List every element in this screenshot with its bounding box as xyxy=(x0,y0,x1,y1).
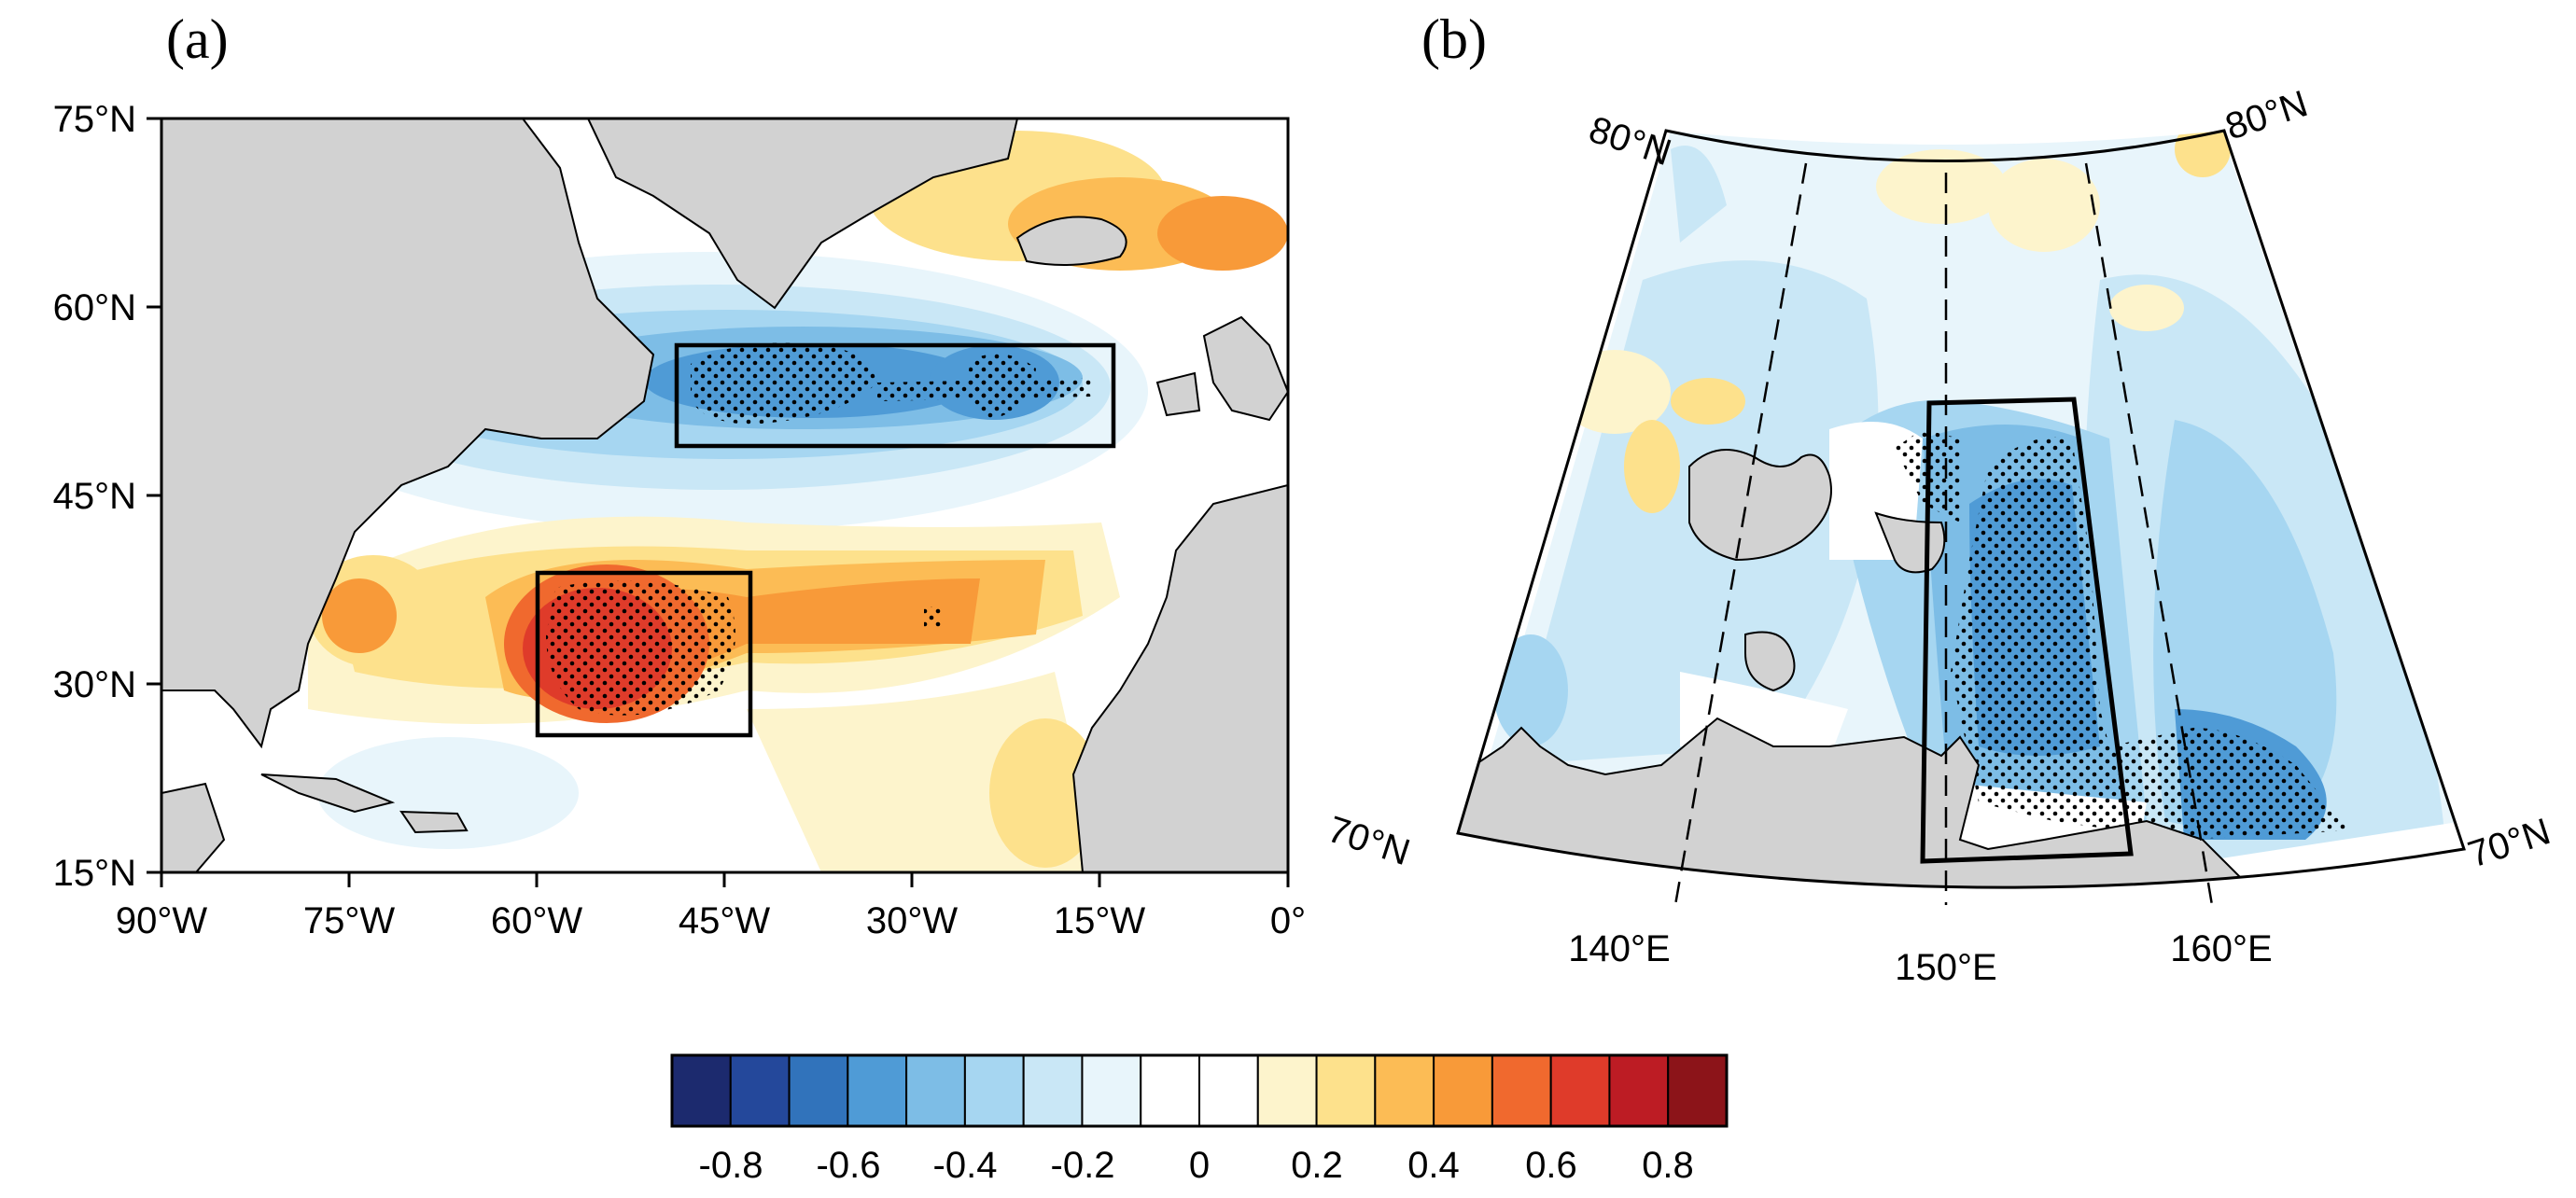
land-masses xyxy=(161,118,1288,872)
panel-b-region-box xyxy=(1920,397,2134,864)
panel-a-lat-labels: 75°N 60°N 45°N 30°N 15°N xyxy=(53,99,136,894)
lat-label: 30°N xyxy=(53,664,136,705)
iceland-land xyxy=(1015,216,1127,266)
colorbar-tick-label: 0.8 xyxy=(1642,1145,1694,1186)
panel-b-land xyxy=(1458,449,2279,888)
lon-label: 0° xyxy=(1270,900,1306,941)
colorbar-tick-label: 0 xyxy=(1189,1145,1210,1186)
colorbar-swatch xyxy=(847,1054,908,1127)
lat-label-80n-right: 80°N xyxy=(2220,83,2313,147)
colorbar-swatch xyxy=(1022,1054,1084,1127)
colorbar-tick-label: 0.2 xyxy=(1291,1145,1343,1186)
colorbar-tick-label: 0.6 xyxy=(1525,1145,1577,1186)
colorbar-swatch xyxy=(1256,1054,1318,1127)
north-box xyxy=(674,342,1116,449)
lon-label: 75°W xyxy=(303,900,395,941)
colorbar-swatch xyxy=(963,1054,1025,1127)
panel-a: (a) xyxy=(53,8,1307,941)
lon-label-140e: 140°E xyxy=(1568,928,1670,969)
panel-a-label: (a) xyxy=(166,8,229,70)
lat-label-70n-left: 70°N xyxy=(1323,809,1415,873)
colorbar-swatch xyxy=(1433,1054,1493,1127)
colorbar-swatch xyxy=(1549,1054,1611,1127)
hispaniola-land xyxy=(399,810,469,834)
colorbar-swatch xyxy=(1315,1054,1377,1127)
coastal-land xyxy=(1458,717,2279,888)
lat-label-70n-right: 70°N xyxy=(2463,811,2555,875)
lon-label: 45°W xyxy=(679,900,770,941)
lon-label: 60°W xyxy=(491,900,582,941)
panel-b: (b) xyxy=(1323,8,2555,988)
colorbar-tick-label: -0.6 xyxy=(817,1145,881,1186)
colorbar-swatch xyxy=(1491,1054,1552,1127)
colorbar-swatch xyxy=(1081,1054,1142,1127)
north-america-land xyxy=(161,118,655,749)
cuba-land xyxy=(260,773,396,814)
colorbar-swatch xyxy=(729,1054,791,1127)
lat-label: 75°N xyxy=(53,99,136,140)
panel-b-meridians xyxy=(1673,162,2214,906)
colorbar-tick-labels: -0.8 -0.6 -0.4 -0.2 0 0.2 0.4 0.6 0.8 xyxy=(699,1145,1694,1186)
lon-label: 30°W xyxy=(866,900,958,941)
colorbar-swatch xyxy=(1140,1054,1200,1127)
colorbar-tick-label: -0.8 xyxy=(699,1145,763,1186)
colorbar-swatch xyxy=(1667,1054,1728,1127)
significance-stippling xyxy=(546,342,1092,716)
lat-label: 60°N xyxy=(53,287,136,328)
south-box xyxy=(535,570,753,738)
lon-label: 15°W xyxy=(1054,900,1145,941)
greenland-land xyxy=(586,118,1019,310)
panel-b-map xyxy=(1458,131,2464,888)
colorbar-swatch xyxy=(1374,1054,1435,1127)
colorbar: -0.8 -0.6 -0.4 -0.2 0 0.2 0.4 0.6 0.8 xyxy=(670,1053,1729,1186)
panel-b-label: (b) xyxy=(1421,8,1487,70)
colorbar-swatch xyxy=(905,1054,966,1127)
lon-label: 90°W xyxy=(116,900,207,941)
british-isles-land xyxy=(1155,315,1288,422)
lat-label: 45°N xyxy=(53,476,136,517)
colorbar-swatch xyxy=(671,1054,732,1127)
colorbar-swatch xyxy=(1198,1054,1259,1127)
panel-a-map xyxy=(161,118,1288,872)
colorbar-frame xyxy=(670,1053,1729,1128)
lon-label-150e: 150°E xyxy=(1895,947,1996,988)
colorbar-tick-label: 0.4 xyxy=(1407,1145,1460,1186)
panel-b-lon-labels: 140°E 150°E 160°E xyxy=(1568,928,2272,988)
south-america-land xyxy=(161,782,226,872)
colorbar-swatches xyxy=(671,1054,1728,1127)
lat-label-80n-left: 80°N xyxy=(1584,109,1676,174)
europe-africa-land xyxy=(1071,483,1288,872)
panel-a-tickmarks xyxy=(147,117,1290,887)
colorbar-tick-label: -0.4 xyxy=(933,1145,998,1186)
colorbar-swatch xyxy=(1608,1054,1670,1127)
lat-label: 15°N xyxy=(53,853,136,894)
panel-a-lon-labels: 90°W 75°W 60°W 45°W 30°W 15°W 0° xyxy=(116,900,1306,941)
colorbar-tick-label: -0.2 xyxy=(1051,1145,1115,1186)
small-island-land xyxy=(1744,631,1796,692)
lon-label-160e: 160°E xyxy=(2170,928,2272,969)
panel-b-frame xyxy=(1456,129,2466,889)
colorbar-swatch xyxy=(788,1054,849,1127)
